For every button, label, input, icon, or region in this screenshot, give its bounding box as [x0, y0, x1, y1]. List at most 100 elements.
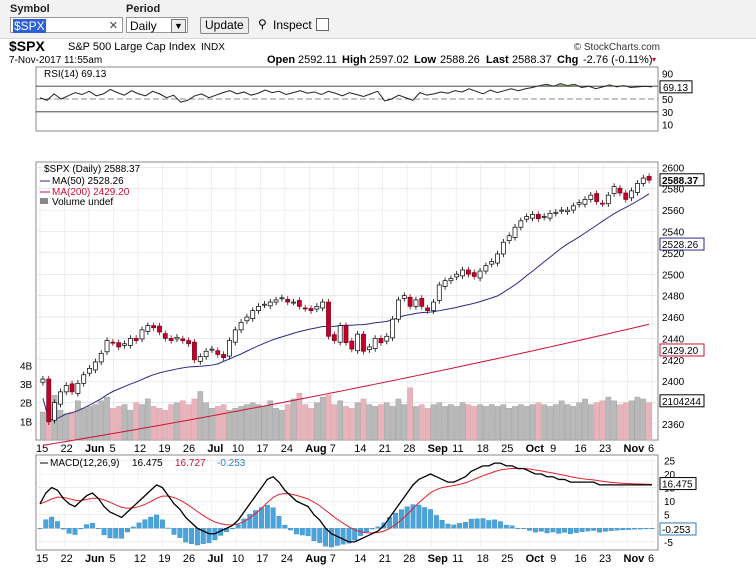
macd-histogram-bar — [416, 504, 422, 529]
inspect-checkbox[interactable] — [316, 18, 329, 31]
macd-histogram-bar — [428, 509, 433, 529]
candle-body — [471, 272, 477, 277]
candle-body — [553, 211, 559, 214]
macd-histogram-bar — [89, 522, 95, 529]
volume-bar — [436, 402, 443, 441]
chevron-down-icon[interactable]: ▼ — [171, 19, 186, 33]
symbol-label: Symbol — [10, 3, 50, 15]
open-label: Open — [267, 54, 295, 66]
candle-body — [250, 310, 256, 319]
volume-bar — [197, 391, 204, 441]
candle-body — [267, 301, 273, 307]
volume-bar — [424, 408, 431, 441]
volume-bar — [378, 404, 384, 441]
low-value: 2588.26 — [440, 54, 480, 66]
macd-hist-box — [659, 522, 697, 536]
candle-body — [46, 378, 52, 423]
update-button[interactable]: Update — [200, 17, 249, 34]
period-label: Period — [126, 3, 161, 15]
volume-bar — [407, 387, 413, 441]
ma200-value-label: 2429.20 — [662, 346, 699, 357]
macd-histogram-bar — [620, 528, 626, 531]
rsi-last-value-box — [659, 80, 693, 94]
ma200-line — [42, 323, 650, 446]
candle-body — [413, 299, 419, 307]
macd-histogram-bar — [463, 522, 468, 529]
volume-bar — [273, 408, 279, 441]
candle-body — [285, 299, 291, 303]
macd-histogram-bar — [136, 522, 142, 529]
price-tick-label: 2440 — [662, 334, 685, 345]
rsi-tick-label: 50 — [662, 95, 674, 106]
x-tick-label: 26 — [183, 443, 195, 455]
price-tick-label: 2520 — [662, 249, 685, 260]
x-tick-label: 9 — [550, 443, 556, 455]
header-name: S&P 500 Large Cap Index — [68, 41, 196, 53]
macd-histogram-bar — [608, 528, 614, 531]
price-tick-label: 2560 — [662, 206, 685, 217]
candle-body — [588, 194, 594, 200]
macd-histogram-bar — [509, 525, 515, 529]
macd-x-tick-label: Nov — [624, 553, 646, 565]
macd-histogram-bar — [154, 514, 160, 529]
macd-histogram-bar — [468, 518, 474, 529]
volume-bar — [75, 400, 81, 441]
macd-hist-label: -0.253 — [662, 525, 691, 536]
volume-bar — [156, 408, 163, 441]
volume-bar — [284, 404, 291, 441]
close-icon[interactable]: ✕ — [108, 20, 118, 32]
volume-bar — [255, 404, 262, 441]
macd-histogram-bar — [515, 528, 521, 529]
macd-histogram-bar — [293, 528, 299, 535]
macd-histogram-bar — [614, 528, 620, 531]
price-tick-label: 2420 — [662, 356, 685, 367]
macd-x-tick-label: Aug — [305, 553, 326, 565]
candle-body — [489, 261, 495, 265]
candle-body — [570, 205, 576, 211]
macd-histogram-bar — [369, 528, 375, 530]
candle-body — [559, 209, 565, 212]
volume-bar — [413, 406, 419, 441]
macd-histogram-bar — [503, 524, 509, 529]
volume-value-label: 2104244 — [662, 397, 701, 408]
volume-bar — [308, 408, 314, 441]
volume-bar — [174, 402, 180, 441]
volume-bar — [442, 406, 448, 441]
volume-bar — [611, 400, 617, 441]
x-tick-label: Sep — [428, 443, 448, 455]
volume-bar — [69, 411, 75, 441]
x-tick-label: 15 — [36, 443, 48, 455]
macd-histogram-bar — [632, 528, 637, 530]
macd-x-tick-label: Oct — [526, 553, 545, 565]
candle-body — [448, 278, 454, 282]
macd-histogram-bar — [457, 523, 463, 529]
macd-x-tick-label: 28 — [403, 553, 415, 565]
macd-histogram-bar — [165, 527, 171, 529]
symbol-input[interactable]: $SPX ✕ — [10, 17, 123, 33]
macd-tick-label: 25 — [664, 456, 676, 467]
candle-body — [500, 241, 506, 255]
x-tick-label: Oct — [526, 443, 545, 455]
candle-body — [308, 308, 314, 311]
price-tick-label: 2460 — [662, 313, 685, 324]
volume-bar — [453, 406, 460, 441]
x-tick-label: Jun — [85, 443, 105, 455]
volume-bar — [558, 400, 565, 441]
chart-toolbar: Symbol $SPX ✕ Period Daily ▼ Update ⚲ In… — [0, 0, 756, 39]
candle-body — [611, 186, 617, 194]
volume-bar — [576, 402, 582, 441]
candle-body — [58, 391, 63, 405]
macd-histogram-bar — [130, 526, 136, 529]
macd-histogram-bar — [119, 528, 125, 539]
macd-histogram-bar — [550, 528, 556, 533]
candle-body — [366, 346, 372, 351]
macd-histogram-bar — [393, 512, 399, 529]
macd-tick-label: 5 — [664, 511, 670, 522]
macd-histogram-bar — [55, 521, 60, 529]
rsi-legend: RSI(14) 69.13 — [44, 69, 107, 80]
candle-body — [419, 297, 425, 307]
candle-body — [139, 329, 145, 340]
period-select[interactable]: Daily ▼ — [126, 17, 188, 33]
macd-histogram-bar — [544, 528, 550, 534]
macd-x-tick-label: 19 — [158, 553, 170, 565]
